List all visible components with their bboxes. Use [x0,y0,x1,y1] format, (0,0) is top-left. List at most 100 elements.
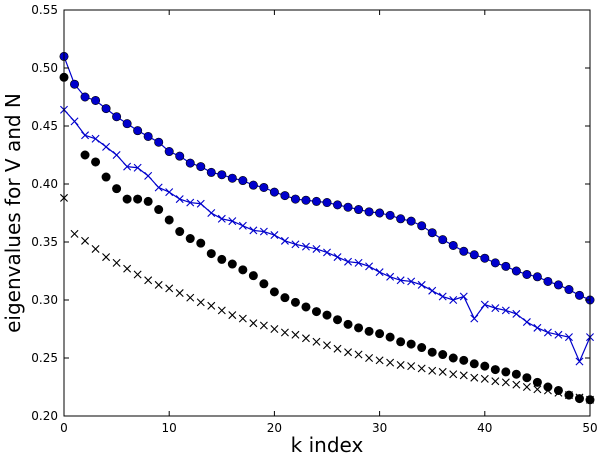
data-point [70,229,79,238]
data-point [185,234,195,244]
data-point [385,332,395,342]
data-point [144,276,153,285]
data-point [448,240,458,250]
data-point [133,194,143,204]
data-point [417,221,427,231]
data-point [249,319,258,328]
data-point [522,383,531,391]
data-point [417,280,426,289]
data-point [574,290,584,300]
data-point [396,337,406,347]
data-point [554,330,563,339]
data-point [154,137,164,147]
data-point [491,377,500,386]
data-point [501,306,510,315]
data-point [322,310,332,320]
y-tick-label: 0.35 [31,235,58,249]
data-point [290,297,300,307]
data-point [164,147,174,157]
data-point [448,353,458,363]
data-point [311,307,321,317]
data-point [91,95,101,105]
data-point [259,227,268,236]
data-point [459,292,468,301]
data-point [364,326,374,336]
data-point [228,217,237,226]
data-point [354,205,364,215]
data-point [322,198,332,208]
data-point [365,262,374,271]
data-point [133,126,143,136]
data-point [533,323,542,332]
data-point [217,214,226,223]
data-point [185,158,195,168]
data-point [386,272,395,281]
data-point [344,257,353,266]
data-point [553,280,563,290]
data-point [511,266,521,276]
data-point [501,261,511,271]
data-point [101,104,111,114]
data-point [175,227,185,237]
data-point [375,329,385,339]
series-1 [60,105,594,366]
data-point [207,209,216,217]
data-point [312,337,321,346]
data-point [81,236,90,245]
series-line [63,56,591,301]
data-point [480,361,490,371]
data-point [196,162,206,172]
data-point [343,202,353,212]
data-point [512,309,521,318]
series-layer [59,51,595,405]
data-point [323,248,331,257]
data-point [228,311,237,320]
data-point [365,354,374,362]
data-point [427,347,437,357]
data-point [543,386,552,395]
data-point [470,373,479,382]
data-point [501,367,511,377]
y-tick-label: 0.50 [31,61,58,75]
data-point [575,393,584,402]
data-point [459,371,468,380]
data-point [249,226,258,235]
data-point [144,171,153,180]
series-2 [59,72,595,405]
data-point [301,242,310,251]
data-point [480,374,489,383]
data-point [427,228,437,238]
data-point [375,208,385,218]
data-point [238,265,248,275]
data-point [396,214,406,224]
data-point [344,348,353,357]
data-point [123,264,132,273]
data-point [480,300,489,309]
data-point [354,258,363,267]
data-point [269,187,279,197]
data-point [259,279,269,289]
data-point [280,328,289,337]
data-point [112,112,122,122]
y-tick-label: 0.25 [31,351,58,365]
data-point [112,151,121,159]
ticks-layer: 0 10 20 30 40 50 0.20 0.25 0.30 0.35 0.40 0.45 0.50 0… [31,3,597,435]
data-point [396,276,405,285]
data-point [375,356,384,365]
x-tick-label: 50 [582,421,597,435]
data-point [354,323,364,333]
data-point [301,334,310,343]
data-point [564,391,573,400]
data-point [81,131,90,140]
data-point [70,79,80,89]
data-point [575,357,584,366]
data-point [554,388,563,397]
x-tick-label: 0 [60,421,68,435]
y-tick-label: 0.45 [31,119,58,133]
data-point [196,298,205,307]
data-point [312,244,321,253]
data-point [323,341,331,350]
data-point [532,272,542,282]
data-point [123,162,132,171]
